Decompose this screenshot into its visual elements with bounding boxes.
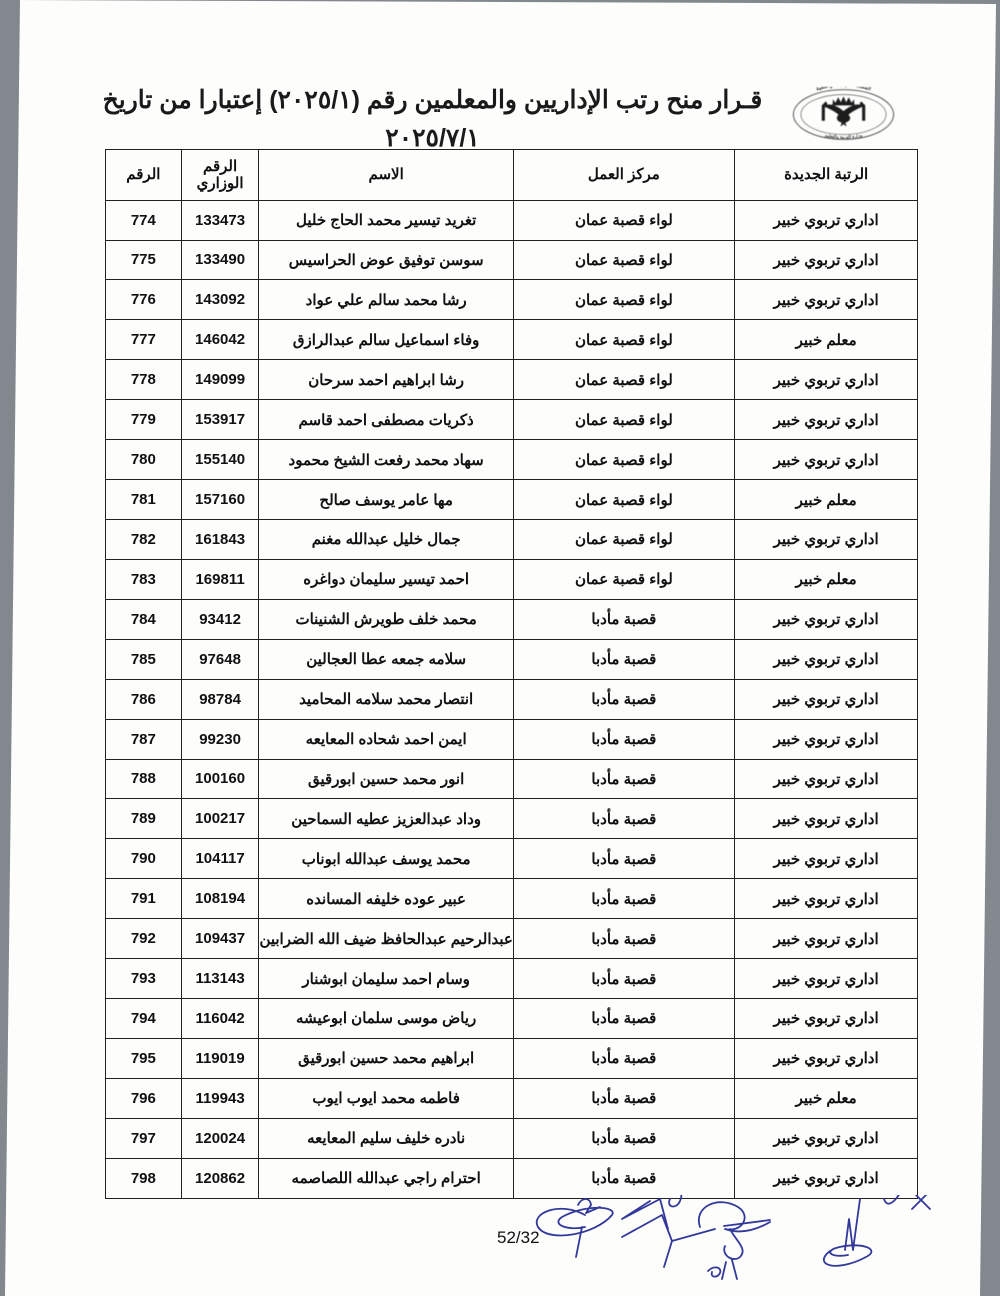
svg-text:وزارة التربية والتعليم: وزارة التربية والتعليم <box>824 133 863 141</box>
